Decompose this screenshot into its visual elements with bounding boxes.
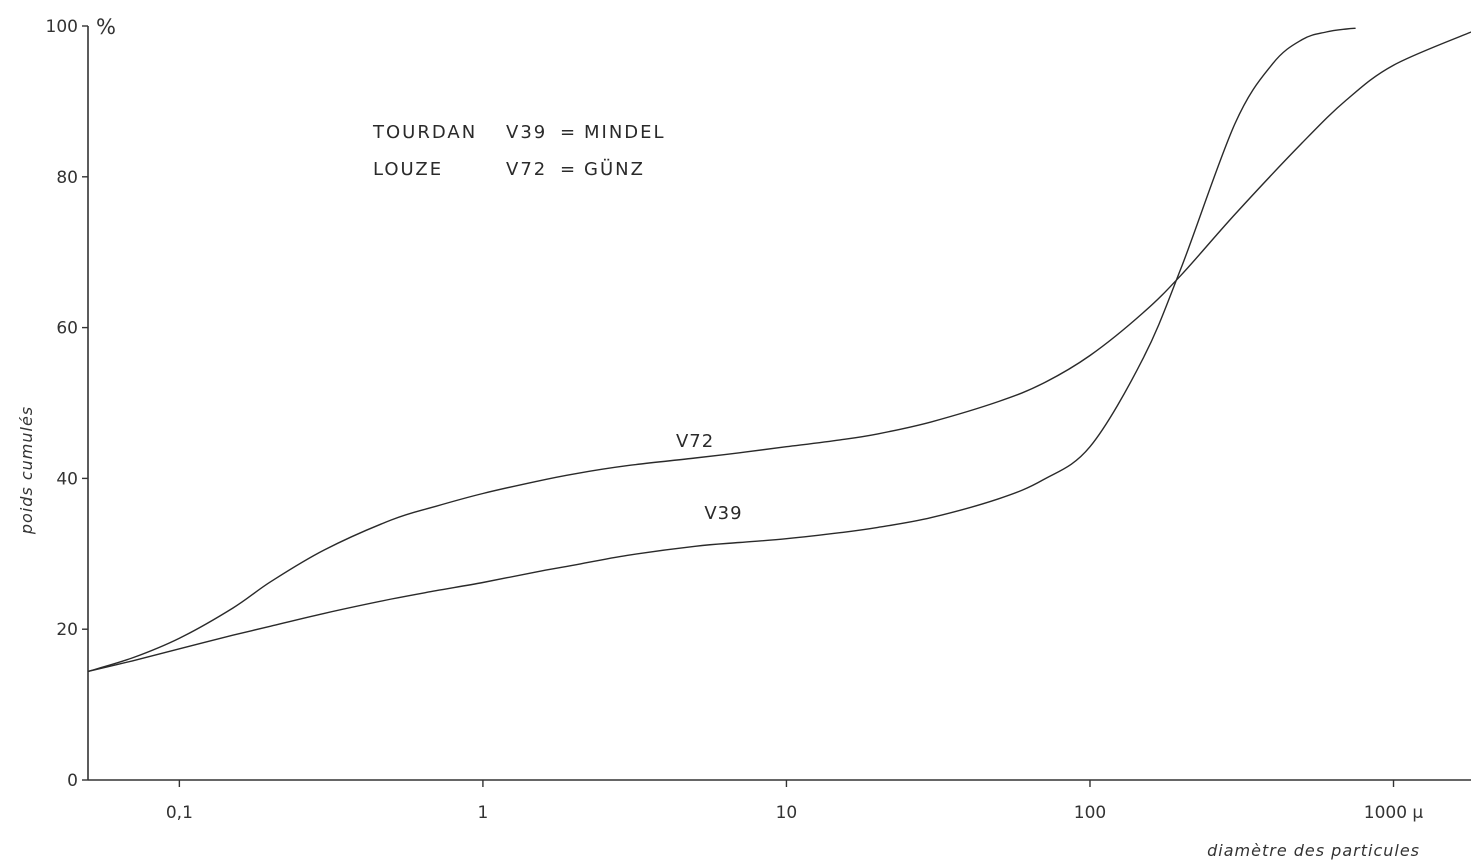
series-line-v39: [87, 27, 1356, 673]
y-ticks: 0 20 40 60 80 100: [46, 17, 88, 791]
legend-entry: LOUZE V72 = GÜNZ: [373, 158, 645, 180]
legend-stage: GÜNZ: [584, 158, 645, 180]
y-unit-label: %: [96, 15, 116, 39]
y-tick-label: 100: [46, 17, 78, 37]
y-axis-title: poids cumulés: [17, 406, 36, 535]
x-tick-label: 1000 µ: [1364, 803, 1424, 823]
legend: TOURDAN V39 = MINDEL LOUZE V72 = GÜNZ: [372, 122, 666, 180]
x-tick-label: 10: [776, 803, 798, 823]
legend-equals: =: [560, 159, 577, 180]
x-axis-title: diamètre des particules: [1207, 841, 1420, 860]
series-label-v72: V72: [676, 431, 714, 452]
x-ticks: 0,1 1 10 100 1000 µ: [166, 780, 1424, 823]
legend-sample: V72: [506, 159, 547, 180]
x-tick-label: 0,1: [166, 803, 193, 823]
series-line-v72: [87, 31, 1471, 673]
y-tick-label: 60: [56, 319, 78, 339]
legend-equals: =: [560, 122, 577, 143]
x-tick-label: 1: [477, 803, 488, 823]
x-tick-label: 100: [1074, 803, 1106, 823]
legend-sample: V39: [506, 122, 547, 143]
legend-site: LOUZE: [373, 159, 443, 180]
series-layer: V72 V39: [87, 27, 1471, 673]
series-label-v39: V39: [704, 503, 742, 524]
y-tick-label: 0: [67, 771, 78, 791]
y-tick-label: 80: [56, 168, 78, 188]
legend-stage: MINDEL: [584, 122, 666, 143]
y-tick-label: 20: [56, 620, 78, 640]
y-tick-label: 40: [56, 469, 78, 489]
legend-site: TOURDAN: [372, 122, 477, 143]
axes: [87, 26, 1471, 781]
legend-entry: TOURDAN V39 = MINDEL: [372, 122, 666, 143]
